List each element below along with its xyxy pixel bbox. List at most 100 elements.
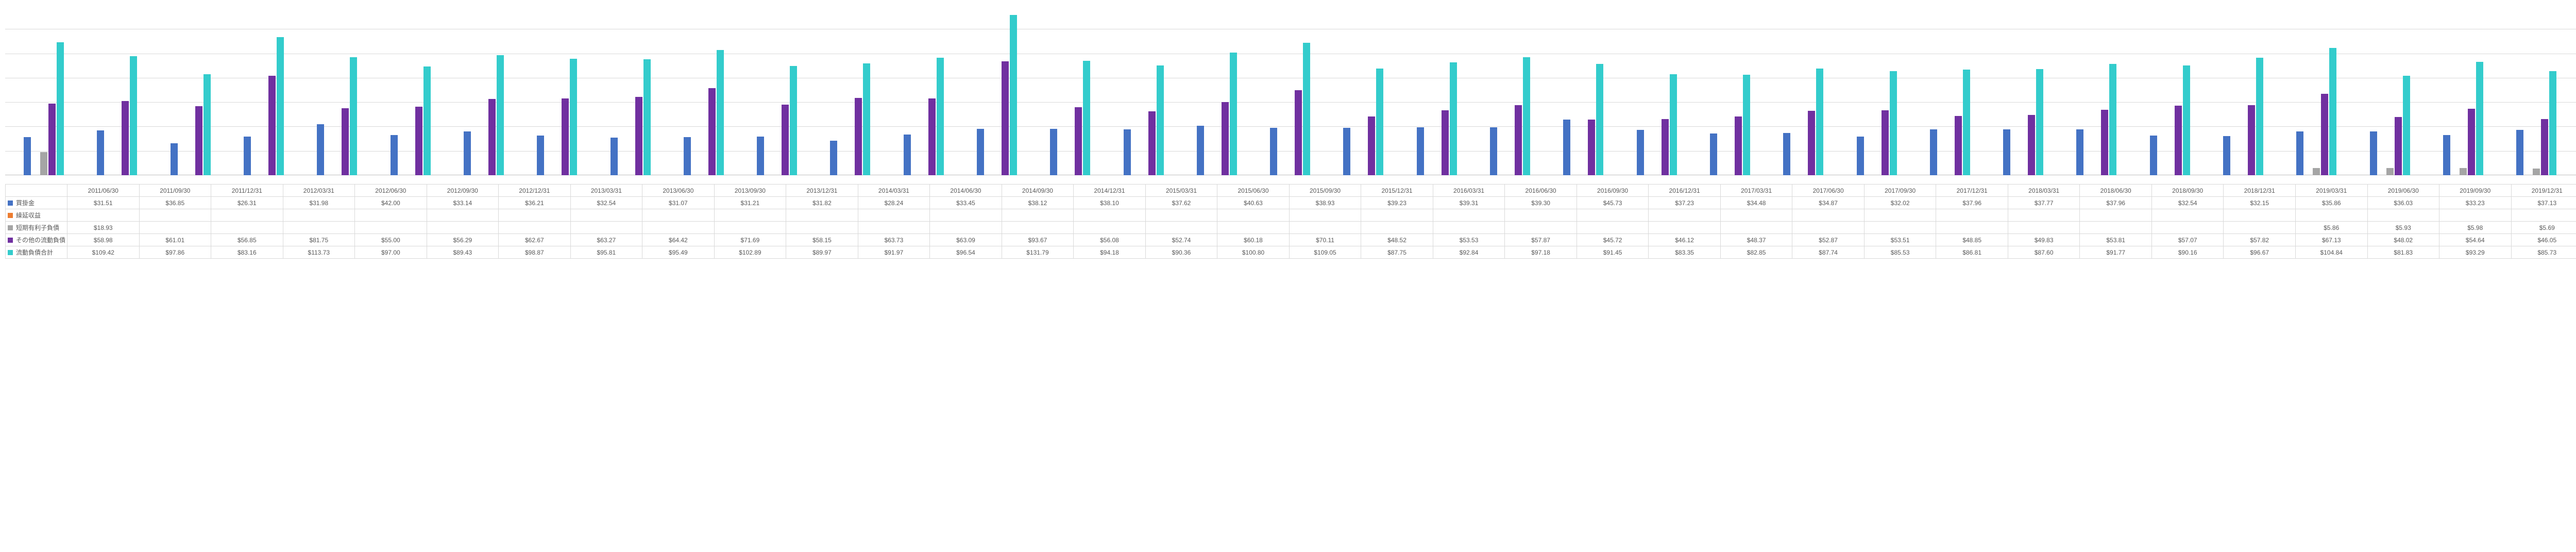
table-cell: $102.89 <box>714 246 786 259</box>
table-cell <box>1217 209 1290 222</box>
bar-std <box>40 152 47 175</box>
table-cell <box>1289 222 1361 234</box>
table-cell <box>2151 222 2224 234</box>
table-cell: $31.21 <box>714 197 786 209</box>
bar-ap <box>2296 131 2303 175</box>
legend-item-ocl[interactable]: その他の流動負債 <box>6 234 67 246</box>
bar-tcl <box>1670 74 1677 175</box>
bar-ocl <box>635 97 642 175</box>
table-cell: $37.96 <box>2080 197 2152 209</box>
table-cell: $71.69 <box>714 234 786 246</box>
table-cell: $45.72 <box>1577 234 1649 246</box>
legend-item-tcl[interactable]: 流動負債合計 <box>6 246 67 259</box>
table-cell: $38.93 <box>1289 197 1361 209</box>
table-cell: $104.84 <box>2295 246 2367 259</box>
table-cell: $5.69 <box>2511 222 2576 234</box>
table-period-header: 2016/06/30 <box>1505 185 1577 197</box>
table-cell: $48.02 <box>2367 234 2439 246</box>
table-corner <box>6 185 67 197</box>
table-cell: $40.63 <box>1217 197 1290 209</box>
table-cell <box>1720 209 1792 222</box>
bar-group <box>740 5 814 175</box>
table-cell: $98.87 <box>499 246 571 259</box>
bar-group <box>960 5 1033 175</box>
table-cell <box>2224 209 2296 222</box>
legend-label: 買掛金 <box>16 199 35 207</box>
bar-tcl <box>937 58 944 175</box>
table-cell <box>1361 222 1433 234</box>
table-period-header: 2017/12/31 <box>1936 185 2008 197</box>
legend-label: 流動負債合計 <box>16 249 53 256</box>
bar-group <box>154 5 227 175</box>
table-cell <box>1577 209 1649 222</box>
bar-ocl <box>562 98 569 175</box>
table-cell: $89.97 <box>786 246 858 259</box>
table-cell: $81.75 <box>283 234 355 246</box>
bar-ap <box>1050 129 1057 175</box>
bar-group <box>520 5 594 175</box>
table-cell <box>139 209 211 222</box>
table-cell <box>2367 209 2439 222</box>
bar-tcl <box>2476 62 2483 175</box>
table-cell: $87.75 <box>1361 246 1433 259</box>
legend-item-std[interactable]: 短期有利子負債 <box>6 222 67 234</box>
bar-tcl <box>2329 48 2336 175</box>
legend-swatch <box>8 213 13 218</box>
bar-group <box>2280 5 2353 175</box>
bar-ocl <box>708 88 716 175</box>
table-cell <box>355 209 427 222</box>
bar-std <box>2460 168 2467 175</box>
table-cell: $49.83 <box>2008 234 2080 246</box>
table-period-header: 2017/03/31 <box>1720 185 1792 197</box>
table-cell: $34.48 <box>1720 197 1792 209</box>
bar-std <box>2313 168 2320 175</box>
bar-ap <box>1490 127 1497 175</box>
table-cell <box>2511 209 2576 222</box>
table-period-header: 2019/06/30 <box>2367 185 2439 197</box>
table-cell: $70.11 <box>1289 234 1361 246</box>
table-cell: $55.00 <box>355 234 427 246</box>
bar-group <box>1767 5 1840 175</box>
bar-group <box>2353 5 2427 175</box>
bar-ocl <box>1588 120 1595 175</box>
table-cell: $63.73 <box>858 234 930 246</box>
table-cell: $38.12 <box>1002 197 1074 209</box>
legend-item-ap[interactable]: 買掛金 <box>6 197 67 209</box>
table-cell <box>2080 209 2152 222</box>
table-cell: $33.45 <box>930 197 1002 209</box>
table-cell: $42.00 <box>355 197 427 209</box>
table-cell: $37.96 <box>1936 197 2008 209</box>
table-period-header: 2018/09/30 <box>2151 185 2224 197</box>
bar-tcl <box>350 57 357 175</box>
table-cell: $97.18 <box>1505 246 1577 259</box>
table-cell: $36.03 <box>2367 197 2439 209</box>
bar-ap <box>2150 136 2157 175</box>
legend-item-def[interactable]: 繰延収益 <box>6 209 67 222</box>
table-cell: $28.24 <box>858 197 930 209</box>
table-cell: $92.84 <box>1433 246 1505 259</box>
bar-tcl <box>717 50 724 175</box>
table-period-header: 2018/12/31 <box>2224 185 2296 197</box>
table-cell: $36.21 <box>499 197 571 209</box>
table-cell <box>139 222 211 234</box>
table-cell: $63.09 <box>930 234 1002 246</box>
table-cell: $113.73 <box>283 246 355 259</box>
bar-ocl <box>928 98 936 175</box>
table-cell: $5.98 <box>2439 222 2512 234</box>
bar-ap <box>757 137 764 175</box>
table-cell: $37.77 <box>2008 197 2080 209</box>
table-cell <box>283 209 355 222</box>
table-cell <box>642 209 715 222</box>
bar-tcl <box>2183 65 2190 175</box>
bar-ap <box>1197 126 1204 175</box>
table-period-header: 2012/03/31 <box>283 185 355 197</box>
table-cell: $57.82 <box>2224 234 2296 246</box>
bar-group <box>2207 5 2280 175</box>
table-period-header: 2012/09/30 <box>427 185 499 197</box>
table-cell <box>930 222 1002 234</box>
bar-tcl <box>130 56 137 175</box>
table-cell: $37.62 <box>1145 197 1217 209</box>
table-cell <box>786 209 858 222</box>
bar-ocl <box>195 106 202 175</box>
bar-group <box>1547 5 1620 175</box>
